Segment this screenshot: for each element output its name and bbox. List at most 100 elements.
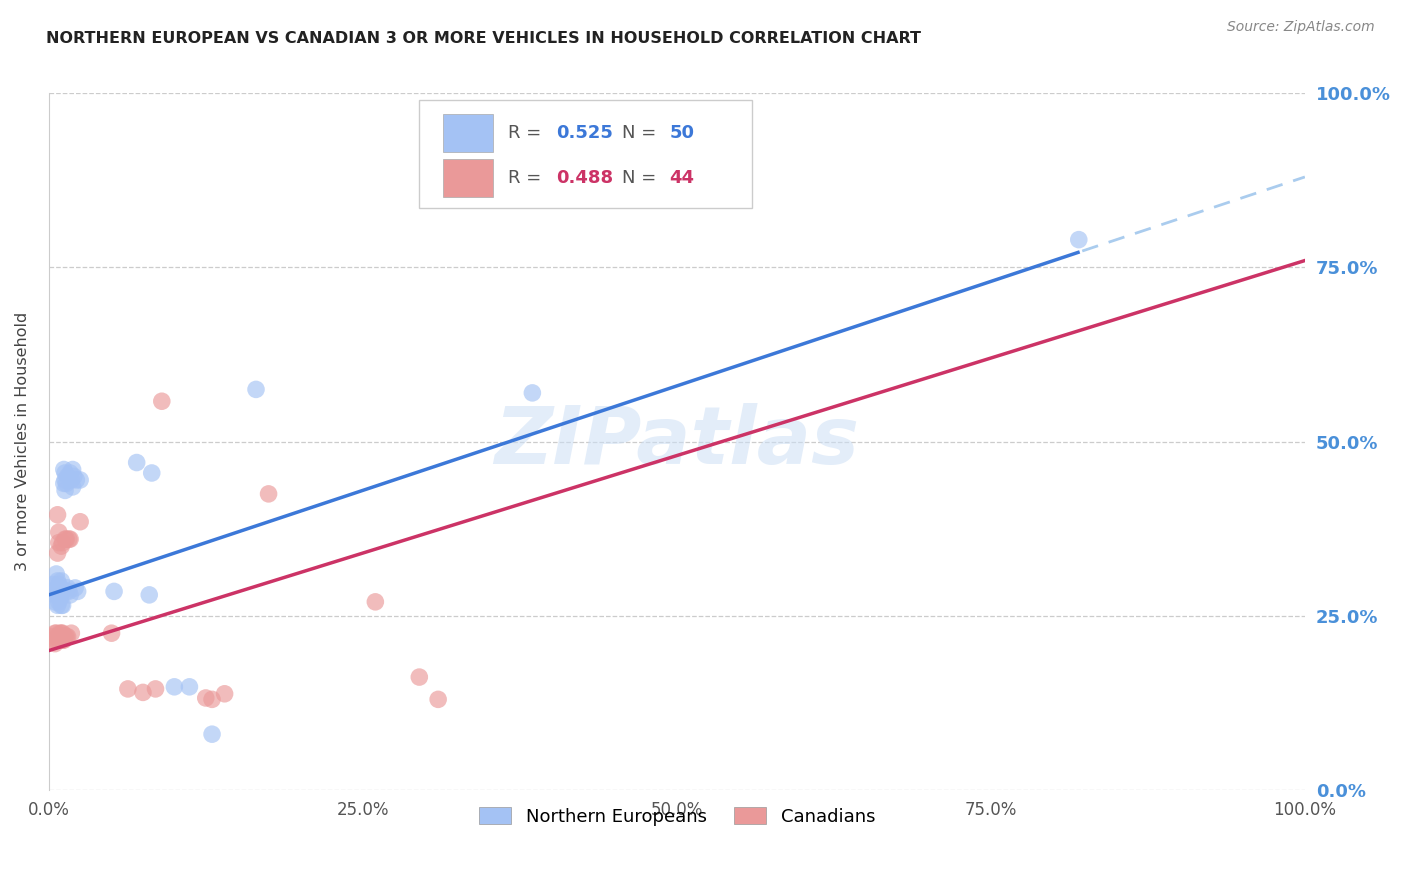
Point <box>214 687 236 701</box>
Point <box>60 626 83 640</box>
Point <box>51 630 73 644</box>
Point <box>59 466 82 480</box>
Point <box>46 546 69 560</box>
Point <box>65 473 87 487</box>
Point <box>52 476 75 491</box>
Point <box>52 626 75 640</box>
Point <box>44 626 66 640</box>
Point <box>48 584 70 599</box>
Point <box>194 690 217 705</box>
Point <box>49 581 72 595</box>
Text: 50: 50 <box>669 124 695 142</box>
Point <box>56 581 79 595</box>
Point <box>55 476 77 491</box>
Point <box>49 626 72 640</box>
Point <box>53 466 76 480</box>
Point <box>55 584 77 599</box>
Point <box>49 633 72 648</box>
Point <box>408 670 430 684</box>
Text: N =: N = <box>621 124 662 142</box>
Point <box>45 581 67 595</box>
Text: R =: R = <box>509 124 547 142</box>
Point <box>52 535 75 549</box>
Point <box>44 588 66 602</box>
Point <box>44 637 66 651</box>
Point <box>179 680 201 694</box>
Text: N =: N = <box>621 169 662 187</box>
Point <box>60 473 83 487</box>
Point <box>257 487 280 501</box>
Point <box>55 532 77 546</box>
Point <box>132 685 155 699</box>
Point <box>56 469 79 483</box>
Point <box>141 466 163 480</box>
Point <box>49 630 72 644</box>
Point <box>100 626 122 640</box>
Point <box>245 383 267 397</box>
Point <box>145 681 167 696</box>
Point <box>201 727 224 741</box>
Point <box>103 584 125 599</box>
Point <box>63 581 86 595</box>
Point <box>364 595 387 609</box>
Text: 0.525: 0.525 <box>557 124 613 142</box>
Point <box>48 577 70 591</box>
FancyBboxPatch shape <box>419 100 752 209</box>
Text: 0.488: 0.488 <box>557 169 613 187</box>
Point <box>51 574 73 588</box>
Point <box>62 480 84 494</box>
Point <box>48 535 70 549</box>
Point <box>522 385 544 400</box>
Point <box>63 469 86 483</box>
Point <box>58 584 80 599</box>
Point <box>52 462 75 476</box>
Point <box>69 473 91 487</box>
Y-axis label: 3 or more Vehicles in Household: 3 or more Vehicles in Household <box>15 312 30 571</box>
Point <box>59 588 82 602</box>
Point <box>62 462 84 476</box>
Point <box>56 630 79 644</box>
Point <box>45 633 67 648</box>
Point <box>66 584 89 599</box>
Point <box>1067 233 1090 247</box>
Bar <box>443 159 494 197</box>
Point <box>44 595 66 609</box>
Point <box>41 584 63 599</box>
Text: Source: ZipAtlas.com: Source: ZipAtlas.com <box>1227 20 1375 34</box>
Text: 44: 44 <box>669 169 695 187</box>
Point <box>52 630 75 644</box>
Point <box>46 588 69 602</box>
Point <box>45 566 67 581</box>
Point <box>51 584 73 599</box>
Point <box>53 483 76 498</box>
Point <box>52 633 75 648</box>
Point <box>117 681 139 696</box>
Point <box>46 508 69 522</box>
Point <box>53 532 76 546</box>
Point <box>46 630 69 644</box>
Point <box>59 532 82 546</box>
Point <box>49 591 72 606</box>
Point <box>48 595 70 609</box>
Point <box>46 574 69 588</box>
Point <box>52 599 75 613</box>
Bar <box>443 113 494 152</box>
Point <box>51 626 73 640</box>
Point <box>69 515 91 529</box>
Point <box>58 532 80 546</box>
Point <box>42 633 65 648</box>
Point <box>703 114 725 128</box>
Point <box>51 599 73 613</box>
Legend: Northern Europeans, Canadians: Northern Europeans, Canadians <box>471 800 883 833</box>
Point <box>125 456 148 470</box>
Point <box>41 630 63 644</box>
Point <box>201 692 224 706</box>
Point <box>150 394 173 409</box>
Text: ZIPatlas: ZIPatlas <box>495 402 859 481</box>
Point <box>55 630 77 644</box>
Text: NORTHERN EUROPEAN VS CANADIAN 3 OR MORE VEHICLES IN HOUSEHOLD CORRELATION CHART: NORTHERN EUROPEAN VS CANADIAN 3 OR MORE … <box>46 31 921 46</box>
Point <box>49 584 72 599</box>
Point <box>48 525 70 540</box>
Point <box>138 588 160 602</box>
Text: R =: R = <box>509 169 547 187</box>
